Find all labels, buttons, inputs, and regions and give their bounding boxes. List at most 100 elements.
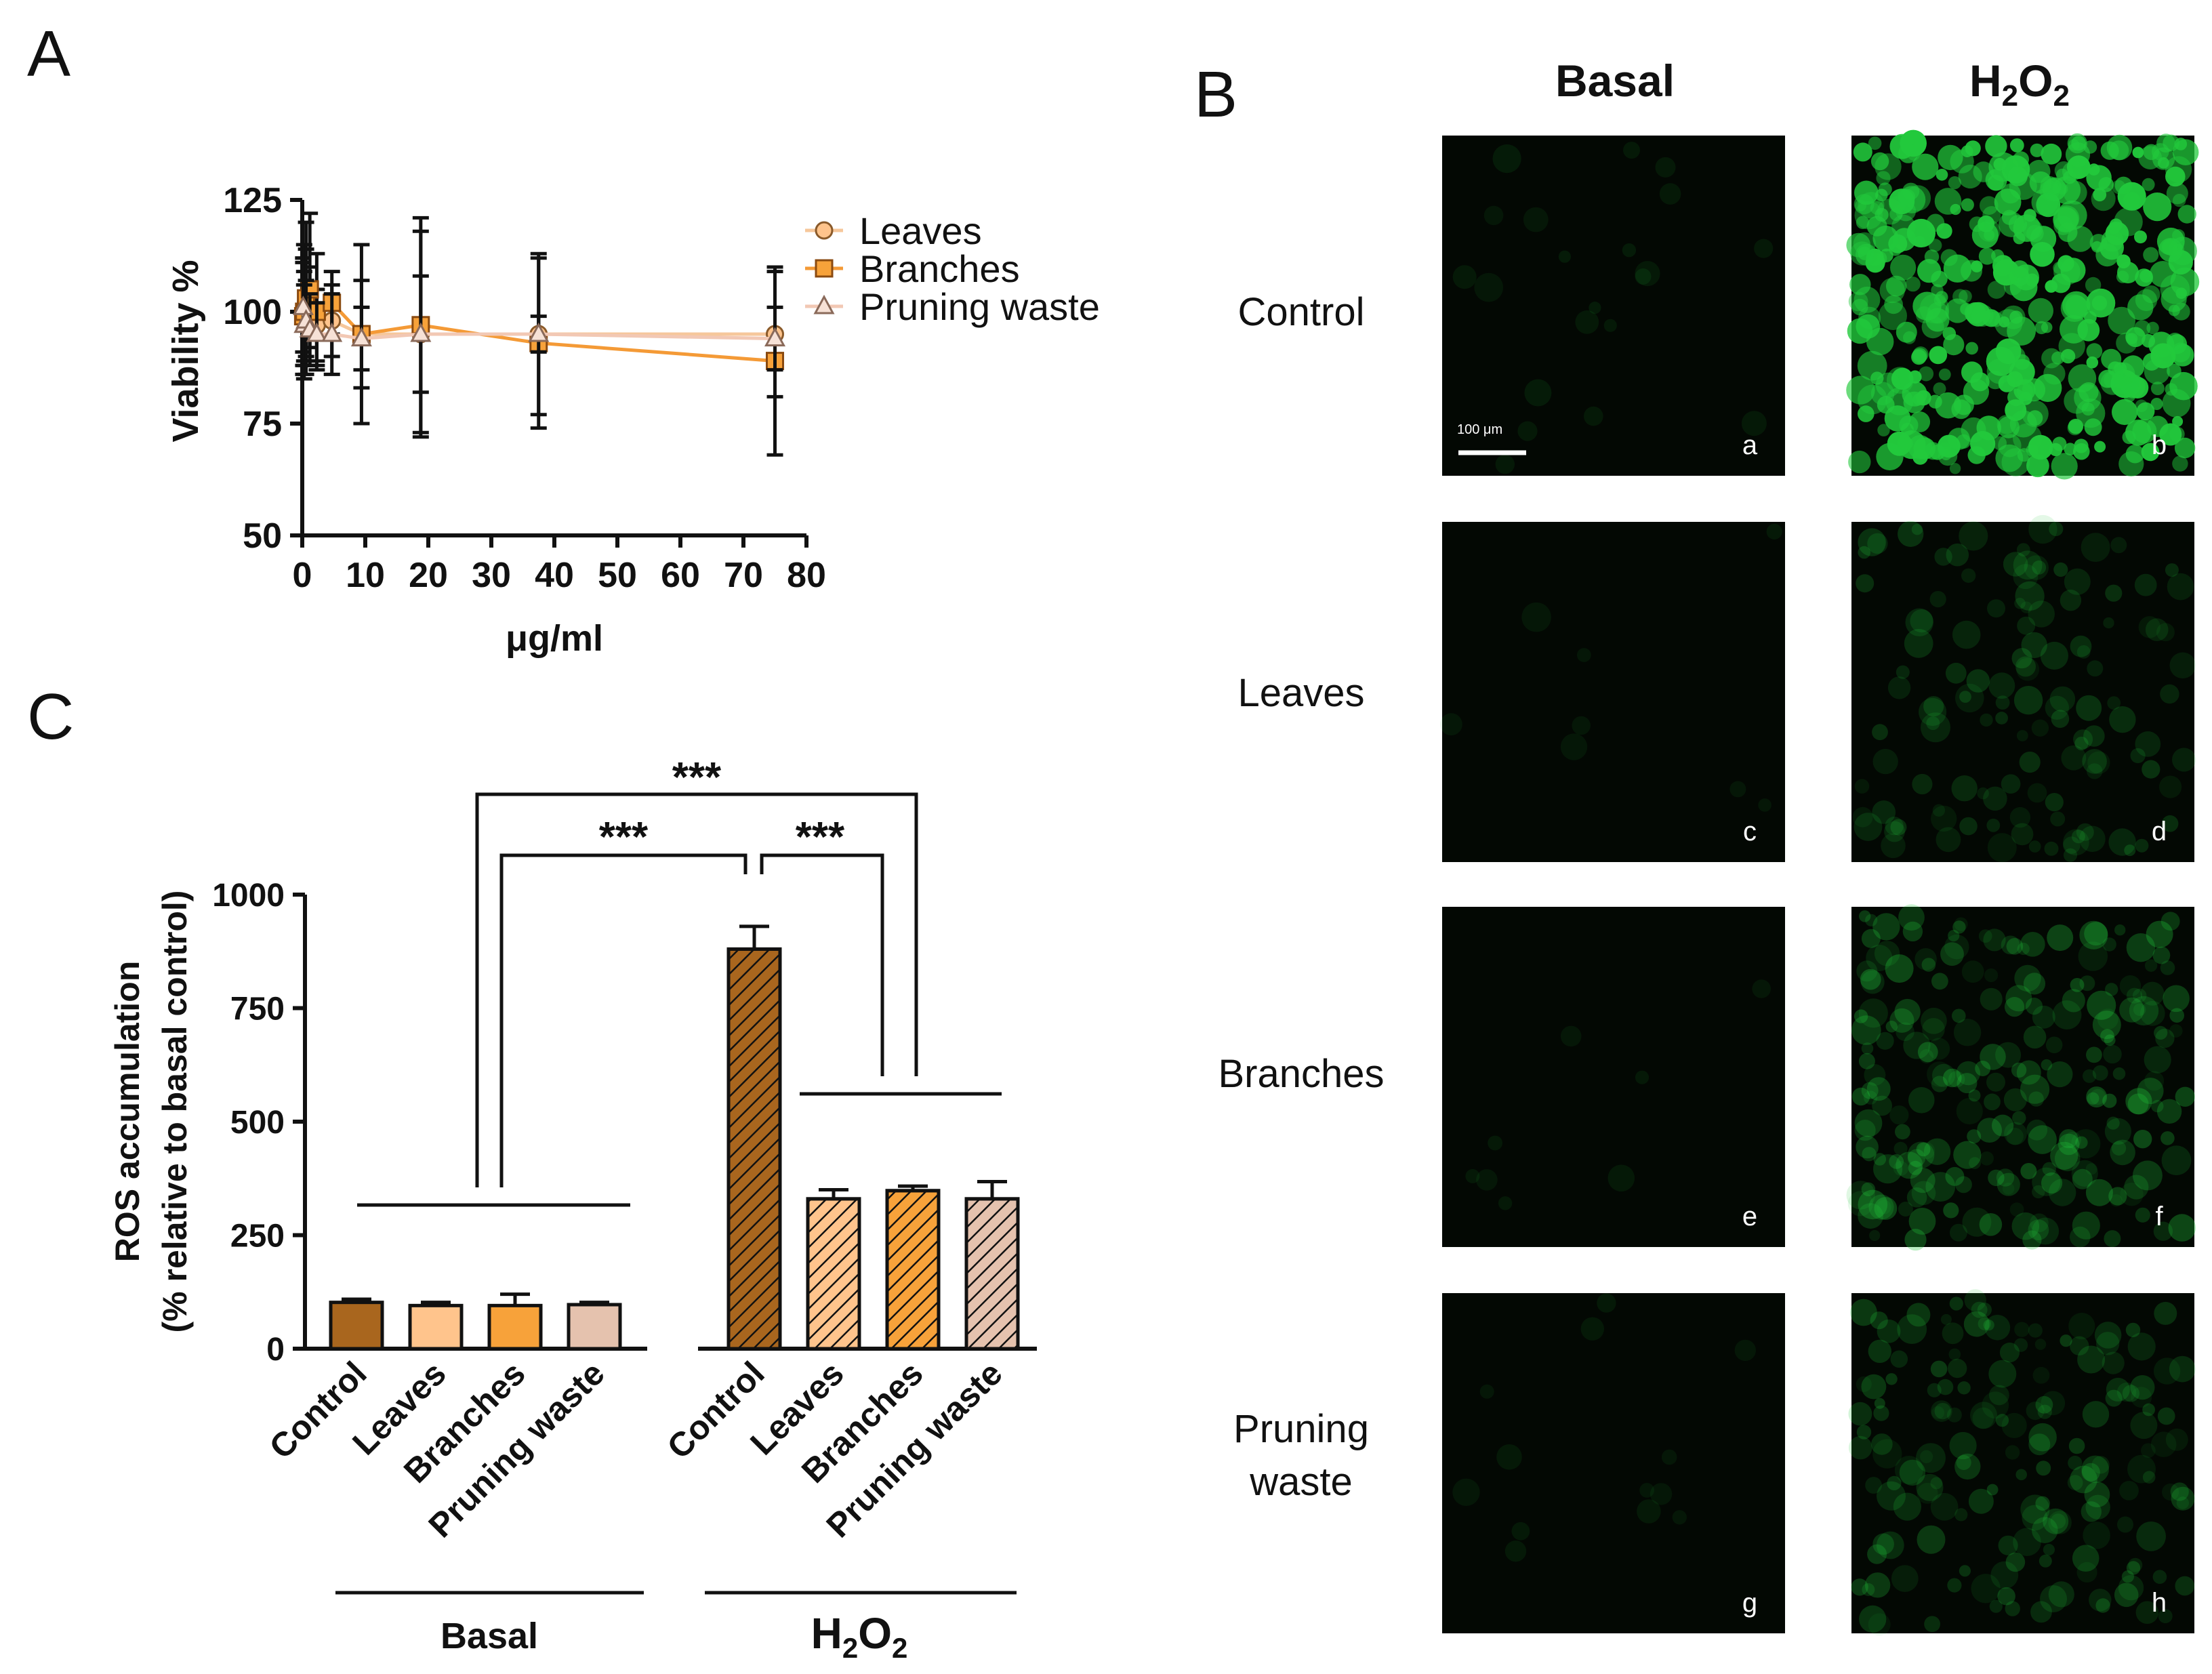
row-label-control: Control [1238, 290, 1365, 334]
fluorescent-cell [1734, 1339, 1756, 1362]
fluorescent-cell [1964, 1289, 1986, 1311]
fluorescent-cell [1904, 1229, 1927, 1251]
fluorescent-cell [1876, 443, 1904, 470]
fluorescent-cell [2110, 537, 2127, 554]
fluorescent-cell [2015, 656, 2036, 677]
fluorescent-cell [2145, 618, 2169, 641]
fluorescent-cell [1987, 833, 2017, 863]
micrograph-background [1442, 907, 1785, 1247]
fluorescent-cell [2001, 935, 2020, 955]
fluorescent-cell [1921, 712, 1950, 743]
fluorescent-cell [2129, 996, 2159, 1026]
fluorescent-cell [2016, 1060, 2041, 1085]
fluorescent-cell [2154, 1301, 2177, 1325]
fluorescent-cell [2165, 563, 2179, 577]
fluorescent-cell [1874, 1397, 1885, 1409]
fluorescent-cell [1995, 695, 2010, 710]
fluorescent-cell [2104, 1118, 2131, 1145]
fluorescent-cell [1932, 1063, 1956, 1087]
viability-axes: 50 75 100 125 0 10 20 30 40 50 60 70 80 [223, 181, 826, 595]
fluorescent-cell [2174, 437, 2196, 459]
fluorescent-cell [2150, 398, 2163, 410]
fluorescent-cell [1440, 713, 1462, 736]
ros-chart: 0 250 500 750 1000 *** *** *** ControlLeavesBr… [108, 754, 1037, 1664]
fluorescent-cell [1866, 327, 1894, 356]
fluorescent-cell [1639, 1483, 1655, 1498]
fluorescent-cell [1953, 1141, 1982, 1169]
fluorescent-cell [2139, 269, 2153, 283]
data-point [528, 322, 550, 342]
ros-bar [487, 1303, 543, 1351]
fluorescent-cell [1954, 917, 1968, 931]
fluorescent-cell [1859, 910, 1871, 922]
fluorescent-cell [1910, 1168, 1936, 1193]
fluorescent-cell [2110, 1139, 2135, 1166]
fluorescent-cell [1961, 960, 1984, 983]
fluorescent-cell [2094, 1322, 2122, 1349]
fluorescent-cell [2169, 652, 2196, 679]
fluorescent-cell [1884, 821, 1905, 842]
fluorescent-cell [1607, 1164, 1635, 1192]
fluorescent-cell [1968, 1488, 1994, 1514]
fluorescent-cell [1864, 1572, 1891, 1598]
fluorescent-cell [1492, 144, 1521, 173]
fluorescent-cell [2028, 1423, 2057, 1452]
fluorescent-cell [2005, 1601, 2020, 1616]
legend-marker [815, 259, 834, 278]
fluorescent-cell [2047, 1061, 2073, 1088]
fluorescent-cell [2060, 348, 2076, 364]
fluorescent-cell [2170, 1482, 2189, 1501]
fluorescent-cell [2016, 543, 2030, 557]
ros-bar [329, 1301, 384, 1351]
fluorescent-cell [2043, 1508, 2069, 1534]
fluorescent-cell [1877, 1481, 1906, 1511]
fluorescent-cell [1950, 1223, 1967, 1242]
fluorescent-cell [1885, 275, 1907, 297]
fluorescent-cell [1873, 1153, 1887, 1166]
fluorescent-cell [2032, 1366, 2050, 1384]
fluorescent-cell [2007, 317, 2036, 346]
fluorescent-cell [1846, 1181, 1875, 1210]
fluorescent-cell [1980, 713, 1993, 727]
fluorescent-cell [2028, 1091, 2044, 1107]
ros-bar-hatch [726, 947, 782, 1351]
fluorescent-cell [2112, 374, 2132, 394]
fluorescent-cell [2032, 1005, 2055, 1029]
fluorescent-cell [1983, 1320, 1994, 1331]
fluorescent-cell [1931, 270, 1948, 287]
fluorescent-cell [1903, 1032, 1931, 1059]
fluorescent-cell [1853, 1009, 1868, 1023]
fluorescent-cell [2135, 1601, 2159, 1624]
fluorescent-cell [2126, 1561, 2141, 1575]
fluorescent-cell [2103, 617, 2114, 629]
fluorescent-cell [2028, 1125, 2057, 1154]
fluorescent-cell [1483, 205, 1504, 226]
data-point [350, 327, 372, 347]
fluorescent-cell [2122, 430, 2136, 445]
fluorescent-cell [1637, 1499, 1661, 1524]
viability-x-tick-label: 60 [661, 556, 700, 595]
fluorescent-cell [1934, 188, 1962, 215]
fluorescent-cell [2114, 1583, 2139, 1608]
fluorescent-cell [2081, 1455, 2109, 1484]
fluorescent-cell [2051, 453, 2078, 480]
fluorescent-cell [1584, 406, 1603, 426]
fluorescent-cell [1945, 298, 1970, 323]
ros-significance: *** *** *** [357, 754, 1002, 1207]
fluorescent-cell [1623, 142, 1640, 159]
fluorescent-cell [2068, 1455, 2083, 1471]
fluorescent-cell [2028, 1433, 2051, 1456]
fluorescent-cell [1943, 334, 1965, 356]
fluorescent-cell [2087, 1092, 2100, 1105]
fluorescent-cell [2051, 351, 2065, 365]
fluorescent-cell [2064, 1131, 2082, 1149]
fluorescent-cell [2079, 975, 2095, 992]
fluorescent-cell [1957, 1073, 1978, 1094]
fluorescent-cell [1959, 1565, 1971, 1577]
ros-category-label: Control [660, 1354, 772, 1466]
fluorescent-cell [1944, 934, 1969, 960]
fluorescent-cell [2017, 616, 2036, 635]
fluorescent-cell [2076, 1561, 2097, 1583]
fluorescent-cell [1659, 183, 1681, 205]
fluorescent-cell [1988, 672, 2015, 699]
